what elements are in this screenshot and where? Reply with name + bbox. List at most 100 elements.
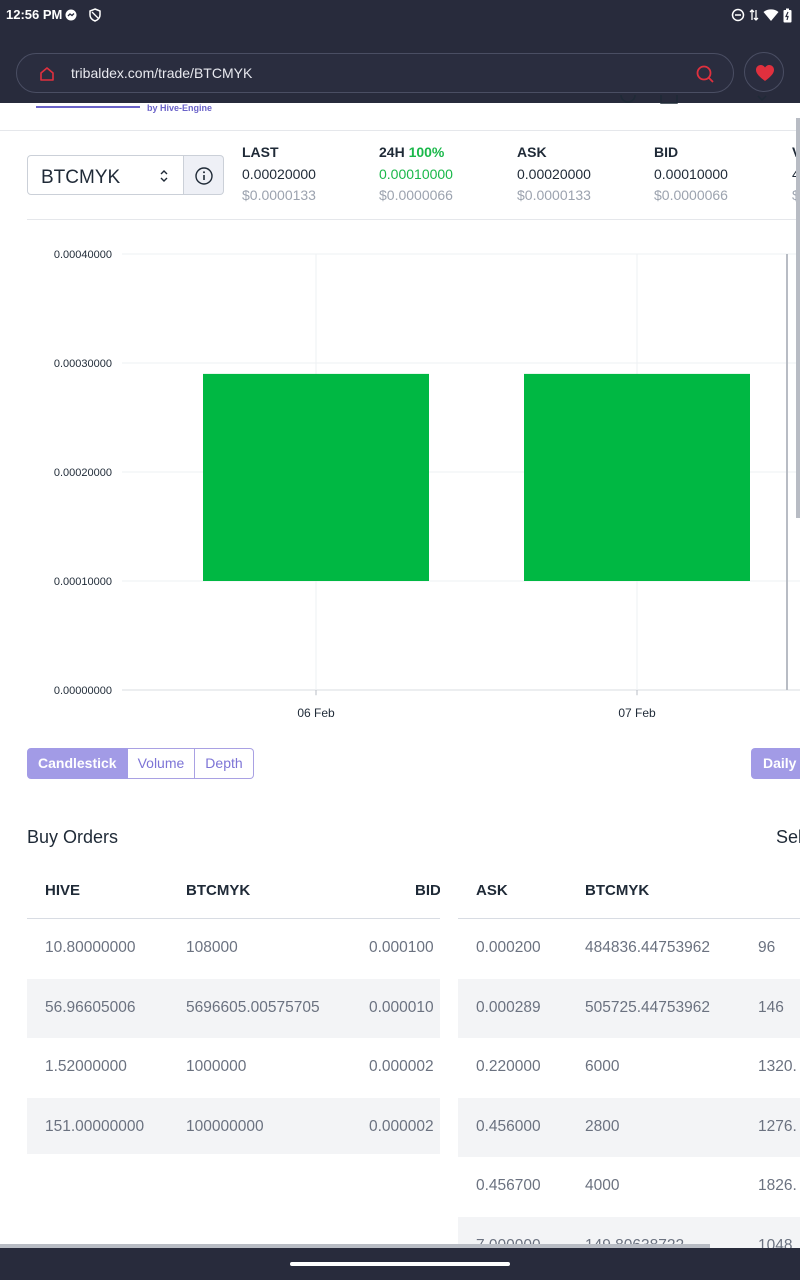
stat-24h-label: 24H 100% <box>379 144 453 162</box>
buy-orders-table: HIVE BTCMYK BID 10.80000000 108000 0.00010… <box>27 862 440 1154</box>
stat-ask-usd: $0.0000133 <box>517 187 591 203</box>
table-row[interactable]: 10.80000000 108000 0.000100 <box>27 919 440 979</box>
url-text[interactable]: tribaldex.com/trade/BTCMYK <box>71 65 253 81</box>
sell-cell: 1048 <box>758 1236 793 1249</box>
header-wallet-icon[interactable] <box>660 95 678 105</box>
chart-y-axis: 0.00000000 0.00010000 0.00020000 0.00030000… <box>54 249 112 697</box>
buy-cell: 1.52000000 <box>45 1058 127 1075</box>
chart-type-toggle: Candlestick Volume Depth <box>27 748 254 779</box>
y-tick-label: 0.00020000 <box>54 467 112 479</box>
buy-header-btcmyk: BTCMYK <box>186 882 251 899</box>
sell-orders-header: ASK BTCMYK <box>458 862 800 919</box>
stat-bid-usd: $0.0000066 <box>654 187 728 203</box>
sell-cell: 146 <box>758 998 784 1016</box>
battery-icon <box>783 8 792 22</box>
table-row[interactable]: 0.220000 6000 1320. <box>458 1038 800 1098</box>
stat-24h: 24H 100% 0.00010000 $0.0000066 <box>379 144 453 203</box>
buy-cell: 56.96605006 <box>45 998 136 1016</box>
sell-cell: 6000 <box>585 1058 620 1075</box>
sell-cell: 4000 <box>585 1177 620 1194</box>
table-row[interactable]: 0.000200 484836.44753962 96 <box>458 919 800 979</box>
buy-cell: 100000000 <box>186 1117 264 1135</box>
status-bar: 12:56 PM <box>0 0 800 30</box>
y-tick-label: 0.00000000 <box>54 685 112 697</box>
stat-last-usd: $0.0000133 <box>242 187 316 203</box>
table-row[interactable]: 0.456000 2800 1276. <box>458 1097 800 1157</box>
sell-cell: 1320. <box>758 1058 797 1075</box>
sell-cell: 96 <box>758 939 776 956</box>
sell-cell: 2800 <box>585 1117 620 1135</box>
vpn-shield-icon <box>89 8 101 22</box>
home-icon[interactable] <box>39 66 55 82</box>
buy-cell: 10.80000000 <box>45 939 136 956</box>
sell-cell: 0.456000 <box>476 1117 541 1135</box>
sell-cell: 0.456700 <box>476 1177 541 1194</box>
stat-24h-change: 100% <box>408 144 445 160</box>
table-row[interactable]: 7.000000 149.80638722 1048 <box>458 1216 800 1249</box>
volume-button[interactable]: Volume <box>127 748 196 779</box>
buy-header-bid: BID <box>415 882 440 899</box>
stat-24h-label-text: 24H <box>379 144 405 160</box>
vertical-scrollbar[interactable] <box>796 118 800 518</box>
stat-volume-value: 4 <box>792 166 800 182</box>
favorite-button[interactable] <box>744 52 784 92</box>
horizontal-scrollbar[interactable] <box>0 1244 710 1248</box>
logo-underline <box>36 106 140 108</box>
sell-cell: 484836.44753962 <box>585 939 710 956</box>
stat-24h-usd: $0.0000066 <box>379 187 453 203</box>
address-bar[interactable]: tribaldex.com/trade/BTCMYK <box>16 53 734 93</box>
pair-select-value: BTCMYK <box>41 167 121 188</box>
wifi-icon <box>763 9 779 21</box>
buy-cell: 0.000002 <box>369 1058 434 1075</box>
sell-cell: 1276. <box>758 1117 797 1135</box>
buy-cell: 151.00000000 <box>45 1117 145 1135</box>
x-tick-label: 07 Feb <box>618 706 656 720</box>
search-icon[interactable] <box>695 64 715 84</box>
table-row[interactable]: 0.456700 4000 1826. <box>458 1157 800 1217</box>
logo-subtitle: by Hive-Engine <box>147 103 213 113</box>
buy-header-hive: HIVE <box>45 882 81 899</box>
sell-cell: 0.000289 <box>476 998 541 1016</box>
chart-x-axis: 06 Feb 07 Feb <box>297 690 656 720</box>
header-menu-chevron-icon[interactable] <box>756 95 768 105</box>
table-row[interactable]: 1.52000000 1000000 0.000002 <box>27 1038 440 1098</box>
dnd-icon <box>731 8 745 22</box>
status-time: 12:56 PM <box>6 7 63 22</box>
sell-orders-title: Sell <box>776 827 800 847</box>
pair-select[interactable]: BTCMYK <box>27 155 184 195</box>
price-chart[interactable]: 0.00000000 0.00010000 0.00020000 0.00030000… <box>0 230 800 730</box>
buy-cell: 0.000010 <box>369 998 434 1016</box>
buy-orders-header: HIVE BTCMYK BID <box>27 862 440 919</box>
pair-info-button[interactable] <box>184 155 224 195</box>
sell-header-ask: ASK <box>476 882 508 899</box>
candle-bar[interactable] <box>203 373 429 581</box>
buy-orders-title: Buy Orders <box>27 827 119 847</box>
y-tick-label: 0.00030000 <box>54 358 112 370</box>
buy-cell: 108000 <box>186 939 238 956</box>
stat-volume-usd: $ <box>792 187 800 203</box>
buy-cell: 5696605.00575705 <box>186 998 320 1016</box>
y-tick-label: 0.00010000 <box>54 576 112 588</box>
table-row[interactable]: 0.000289 505725.44753962 146 <box>458 978 800 1038</box>
candle-bar[interactable] <box>524 373 750 581</box>
chart-candles <box>203 373 750 581</box>
table-row[interactable]: 56.96605006 5696605.00575705 0.000010 <box>27 978 440 1038</box>
stat-ask-value: 0.00020000 <box>517 166 591 182</box>
y-tick-label: 0.00040000 <box>54 249 112 261</box>
buy-cell: 1000000 <box>186 1058 247 1075</box>
sell-cell: 149.80638722 <box>585 1236 685 1249</box>
stat-bid: BID 0.00010000 $0.0000066 <box>654 144 728 203</box>
header-account-icon[interactable] <box>620 95 636 105</box>
info-icon <box>195 167 213 185</box>
depth-button[interactable]: Depth <box>195 748 254 779</box>
table-row[interactable]: 151.00000000 100000000 0.000002 <box>27 1097 440 1154</box>
buy-cell: 0.000100 <box>369 939 434 956</box>
system-nav-bar <box>0 1248 800 1280</box>
daily-interval-button[interactable]: Daily <box>751 748 800 779</box>
heart-icon <box>756 65 774 81</box>
candlestick-button[interactable]: Candlestick <box>27 748 128 779</box>
stat-last: LAST 0.00020000 $0.0000133 <box>242 144 316 203</box>
messenger-icon <box>65 9 77 21</box>
sell-cell: 0.000200 <box>476 939 541 956</box>
gesture-handle[interactable] <box>290 1262 510 1266</box>
